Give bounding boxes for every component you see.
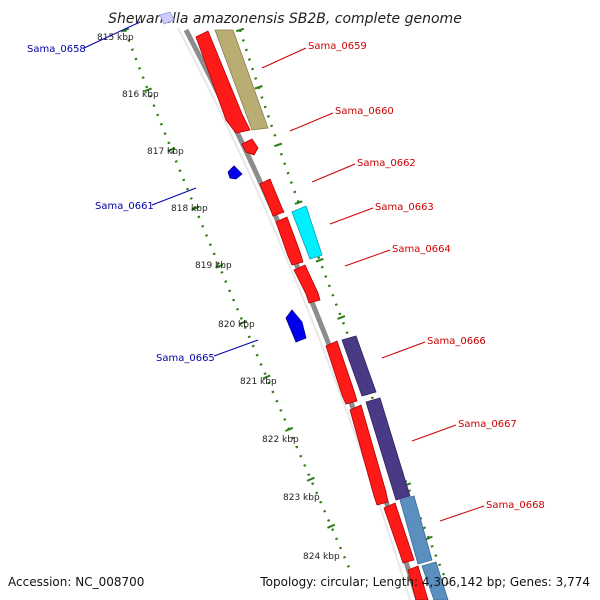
gene-label-sama-0663[interactable]: Sama_0663 (375, 202, 434, 213)
major-tick (337, 315, 346, 320)
gene-labels: Sama_0658 Sama_0659 Sama_0660 Sama_0661 … (27, 41, 545, 511)
major-tick (235, 27, 245, 33)
major-tick (306, 476, 315, 482)
tick-labels: 815 kbp 816 kbp 817 kbp 818 kbp 819 kbp … (97, 33, 340, 562)
major-tick (120, 27, 130, 33)
forward-cds-track (195, 30, 429, 600)
gene-label-sama-0665[interactable]: Sama_0665 (156, 353, 215, 364)
cds-arrow-sama-0662[interactable] (259, 178, 285, 217)
label-leaders (83, 21, 485, 522)
cds-arrow-sama-0661[interactable] (227, 165, 243, 180)
tick-rings (123, 29, 452, 591)
tick-label: 820 kbp (218, 320, 255, 330)
cds-arrow-sama-0667[interactable] (349, 404, 389, 506)
gene-label-sama-0668[interactable]: Sama_0668 (486, 500, 545, 511)
major-tick (262, 374, 271, 380)
cds-arrow-sama-0663[interactable] (275, 216, 304, 266)
major-tick (239, 320, 248, 325)
gene-label-sama-0666[interactable]: Sama_0666 (427, 336, 486, 347)
feature-steel[interactable] (399, 495, 433, 565)
cds-arrow-sama-0668[interactable] (383, 502, 415, 564)
feature-purple[interactable] (341, 335, 377, 397)
tick-label: 818 kbp (171, 204, 208, 214)
cds-arrow-partial[interactable] (407, 565, 429, 600)
tick-label: 822 kbp (262, 435, 299, 445)
map-title: Shewanella amazonensis SB2B, complete ge… (108, 11, 462, 27)
feature-purple[interactable] (365, 397, 411, 501)
feature-steel[interactable] (421, 561, 449, 600)
tick-label: 819 kbp (195, 261, 232, 271)
feature-cyan[interactable] (291, 205, 323, 260)
gene-label-sama-0660[interactable]: Sama_0660 (335, 106, 394, 117)
major-tick (327, 523, 336, 529)
tick-label: 824 kbp (303, 552, 340, 562)
cds-arrow-sama-0658[interactable] (159, 11, 175, 25)
major-tick (274, 142, 283, 148)
cds-arrow-sama-0659[interactable] (195, 30, 251, 134)
major-tick (143, 87, 152, 93)
major-tick (191, 205, 200, 211)
feature-track (214, 29, 449, 600)
tick-label: 821 kbp (240, 377, 277, 387)
major-tick (294, 200, 303, 205)
minor-ticks (120, 27, 433, 541)
gene-label-sama-0661[interactable]: Sama_0661 (95, 201, 154, 212)
gene-label-sama-0662[interactable]: Sama_0662 (357, 158, 416, 169)
tick-label: 823 kbp (283, 493, 320, 503)
cds-arrow-sama-0665[interactable] (285, 309, 307, 343)
tick-label: 817 kbp (147, 147, 184, 157)
reverse-cds-track (159, 11, 307, 343)
major-tick (315, 257, 324, 263)
cds-arrow-sama-0664[interactable] (293, 264, 321, 304)
feature-olive[interactable] (214, 29, 269, 131)
gene-label-sama-0659[interactable]: Sama_0659 (308, 41, 367, 52)
tick-label: 816 kbp (122, 90, 159, 100)
major-tick (254, 85, 263, 90)
cds-arrow-sama-0666[interactable] (325, 340, 358, 405)
major-tick (167, 147, 176, 152)
cds-arrow-sama-0660[interactable] (241, 138, 259, 156)
topology-text: Topology: circular; Length: 4,306,142 bp… (259, 575, 590, 589)
major-tick (215, 263, 224, 269)
tick-label: 815 kbp (97, 33, 134, 43)
gene-label-sama-0664[interactable]: Sama_0664 (392, 244, 451, 255)
gene-label-sama-0658[interactable]: Sama_0658 (27, 44, 86, 55)
accession-text: Accession: NC_008700 (8, 575, 144, 589)
gene-label-sama-0667[interactable]: Sama_0667 (458, 419, 517, 430)
major-tick (285, 426, 294, 432)
